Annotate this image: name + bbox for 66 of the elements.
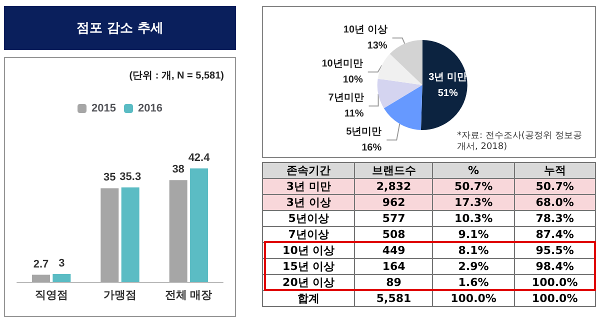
data-label: 16% xyxy=(362,142,382,154)
x-tick-label: 가맹점 xyxy=(104,290,136,302)
category-label: 누적 xyxy=(514,162,596,178)
text: 962 xyxy=(354,194,433,210)
bar xyxy=(52,274,71,282)
text: 78.3% xyxy=(514,210,596,226)
text: 15년 이상 xyxy=(262,258,355,274)
text: 5,581 xyxy=(354,290,433,306)
text: 20년 이상 xyxy=(262,274,355,290)
category-label: % xyxy=(432,162,514,178)
text: 7년이상 xyxy=(262,226,355,242)
text: 100.0% xyxy=(514,290,596,306)
text: 449 xyxy=(354,242,433,258)
text: *자료: 전수조사(공정위 정보공개서, 2018) xyxy=(457,131,583,153)
text: 164 xyxy=(354,258,433,274)
bar xyxy=(121,187,140,282)
legend-label: 2015 xyxy=(92,102,116,114)
text: 95.5% xyxy=(514,242,596,258)
text: 2,832 xyxy=(354,178,433,194)
text: 10년 이상 xyxy=(262,242,355,258)
chart-subtitle: (단위 : 개, N = 5,581) xyxy=(129,70,224,82)
text: 100.0% xyxy=(514,274,596,290)
text: 8.1% xyxy=(432,242,514,258)
text: 3년 미만 xyxy=(262,178,355,194)
text: 9.1% xyxy=(432,226,514,242)
category-label: 존속기간 xyxy=(262,162,355,178)
chart-title: 점포 감소 추세 xyxy=(4,6,236,50)
bar xyxy=(190,168,208,282)
slice-label: 10년 이상 xyxy=(343,24,388,36)
data-label: 42.4 xyxy=(188,152,211,164)
text: 합계 xyxy=(262,290,355,306)
text: 98.4% xyxy=(514,258,596,274)
text: 10.3% xyxy=(432,210,514,226)
slice-label: 3년 미만 xyxy=(428,72,468,83)
data-label: 10% xyxy=(342,74,363,86)
category-label: 브랜드수 xyxy=(354,162,433,178)
bar xyxy=(32,274,50,282)
text: 17.3% xyxy=(432,194,514,210)
text: 89 xyxy=(354,274,433,290)
data-label: 3 xyxy=(58,257,65,270)
bar xyxy=(100,188,119,282)
data-label: 35 xyxy=(104,172,116,184)
data-label: 11% xyxy=(344,108,364,120)
slice-label: 5년미만 xyxy=(346,126,382,138)
data-label: 38 xyxy=(172,164,184,176)
text: 508 xyxy=(354,226,433,242)
text: 68.0% xyxy=(514,194,596,210)
data-label: 35.3 xyxy=(120,170,142,183)
data-label: 51% xyxy=(438,88,458,99)
text: 5년이상 xyxy=(262,210,355,226)
text: 1.6% xyxy=(432,274,514,290)
bar xyxy=(169,180,188,282)
x-tick-label: 직영점 xyxy=(34,290,68,302)
text: 577 xyxy=(354,210,433,226)
text: 2.9% xyxy=(432,258,514,274)
text: 50.7% xyxy=(514,178,596,194)
text: 87.4% xyxy=(514,226,596,242)
legend-label: 2016 xyxy=(138,102,162,114)
text: 3년 이상 xyxy=(262,194,355,210)
slice-label: 7년미만 xyxy=(328,92,364,104)
x-tick-label: 전체 매장 xyxy=(165,290,212,302)
data-label: 13% xyxy=(367,40,388,52)
data-label: 2.7 xyxy=(33,258,49,270)
slice-label: 10년미만 xyxy=(322,58,363,70)
text: 50.7% xyxy=(432,178,514,194)
text: 100.0% xyxy=(432,290,514,306)
